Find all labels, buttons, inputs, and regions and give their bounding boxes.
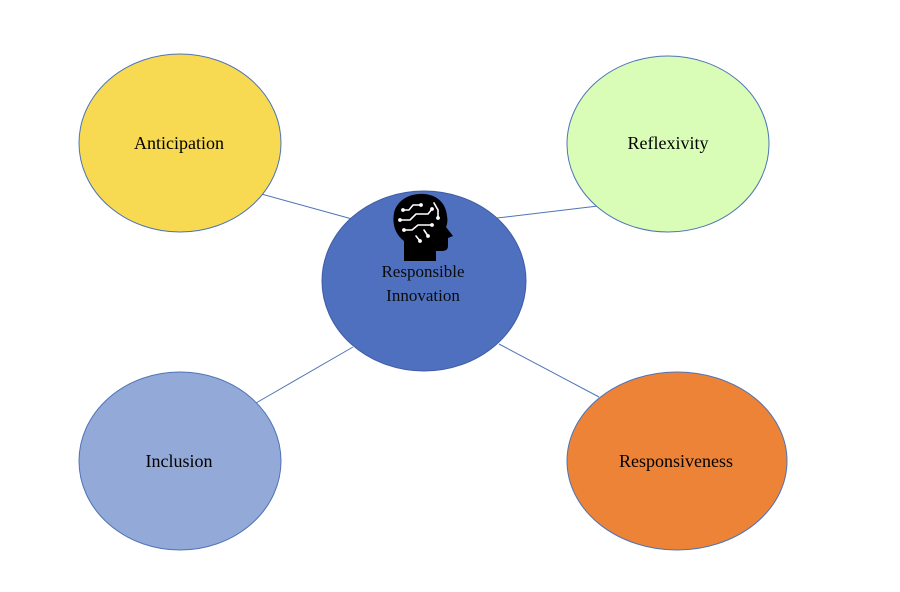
node-responsiveness: Responsiveness [566, 371, 788, 551]
node-responsible-innovation: Responsible Innovation [321, 190, 527, 372]
connector-reflexivity [496, 205, 599, 219]
head-circuit-icon [393, 193, 453, 261]
connector-anticipation [253, 191, 353, 220]
node-anticipation: Anticipation [78, 53, 282, 233]
connectors [253, 191, 600, 404]
center-label-line2: Innovation [386, 286, 460, 305]
responsiveness-label: Responsiveness [619, 451, 733, 471]
center-label-line1: Responsible [381, 262, 464, 281]
connector-responsiveness [498, 343, 600, 398]
reflexivity-circle [566, 55, 770, 233]
responsiveness-circle [566, 371, 788, 551]
node-inclusion: Inclusion [78, 371, 282, 551]
anticipation-circle [78, 53, 282, 233]
reflexivity-label: Reflexivity [628, 133, 709, 153]
inclusion-label: Inclusion [146, 451, 213, 471]
anticipation-label: Anticipation [134, 133, 224, 153]
connector-inclusion [255, 346, 354, 404]
center-circle [321, 190, 527, 372]
inclusion-circle [78, 371, 282, 551]
node-reflexivity: Reflexivity [566, 55, 770, 233]
